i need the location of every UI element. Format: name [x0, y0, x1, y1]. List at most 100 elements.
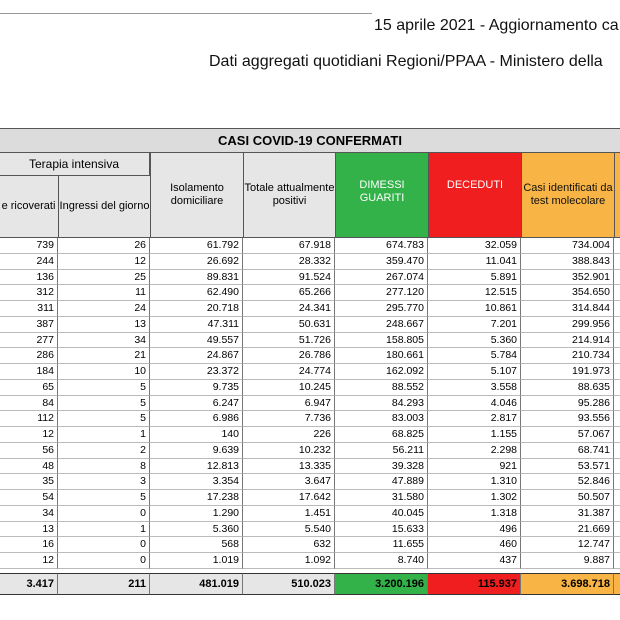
total-cell: 481.019 — [150, 572, 243, 595]
table-cell: 9.887 — [521, 553, 614, 569]
table-cell: 67.918 — [243, 238, 335, 254]
table-cell: 112 — [0, 411, 58, 427]
total-cell: 211 — [58, 572, 150, 595]
table-cell: 57.067 — [521, 427, 614, 443]
table-cell: 65 — [0, 379, 58, 396]
table-cell: 460 — [428, 537, 521, 553]
table-cell: 11.041 — [428, 253, 521, 270]
table-cell: 26.786 — [243, 348, 335, 364]
table-cell: 4.046 — [428, 395, 521, 412]
table-cell: 568 — [150, 537, 243, 553]
table-cell: 277.120 — [335, 285, 428, 301]
table-cell: 12 — [58, 253, 150, 270]
table-cell-edge — [614, 522, 620, 538]
table-cell: 158.805 — [335, 332, 428, 349]
table-cell: 140 — [150, 427, 243, 443]
table-cell: 48 — [0, 458, 58, 475]
table-cell: 1.290 — [150, 505, 243, 522]
table-cell: 5.107 — [428, 364, 521, 380]
table-cell: 3.354 — [150, 474, 243, 490]
table-cell: 20.718 — [150, 301, 243, 317]
table-cell: 12.813 — [150, 458, 243, 475]
table-cell: 295.770 — [335, 301, 428, 317]
group-header: CASI COVID-19 CONFERMATI — [0, 128, 620, 153]
table-cell-edge — [614, 301, 620, 317]
table-cell: 10.232 — [243, 442, 335, 459]
table-cell: 359.470 — [335, 253, 428, 270]
table-cell: 632 — [243, 537, 335, 553]
table-cell: 214.914 — [521, 332, 614, 349]
table-cell: 1.451 — [243, 505, 335, 522]
table-cell: 267.074 — [335, 269, 428, 286]
table-cell: 47.311 — [150, 316, 243, 333]
table-cell: 26 — [58, 238, 150, 254]
table-cell: 24.341 — [243, 301, 335, 317]
table-cell: 354.650 — [521, 285, 614, 301]
table-cell: 5 — [58, 379, 150, 396]
table-cell: 8 — [58, 458, 150, 475]
table-cell: 2 — [58, 442, 150, 459]
table-cell: 93.556 — [521, 411, 614, 427]
table-cell: 3.647 — [243, 474, 335, 490]
table-cell: 13 — [0, 521, 58, 538]
table-cell: 191.973 — [521, 364, 614, 380]
table-cell: 3 — [58, 474, 150, 490]
table-cell: 1 — [58, 521, 150, 538]
table-cell: 28.332 — [243, 253, 335, 270]
table-cell: 31.580 — [335, 490, 428, 506]
table-cell: 6.986 — [150, 411, 243, 427]
table-cell: 299.956 — [521, 316, 614, 333]
table-cell: 62.490 — [150, 285, 243, 301]
table-cell: 210.734 — [521, 348, 614, 364]
total-cell: 510.023 — [243, 572, 335, 595]
table-cell: 50.507 — [521, 490, 614, 506]
rule — [0, 13, 372, 14]
table-cell: 16 — [0, 537, 58, 553]
table-cell: 5.891 — [428, 269, 521, 286]
table-cell: 0 — [58, 553, 150, 569]
table-cell: 2.298 — [428, 442, 521, 459]
table-cell: 734.004 — [521, 238, 614, 254]
table-cell-edge — [614, 254, 620, 270]
table-cell: 15.633 — [335, 521, 428, 538]
table-cell: 0 — [58, 537, 150, 553]
table-cell: 26.692 — [150, 253, 243, 270]
total-cell: 3.417 — [0, 572, 58, 595]
table-cell: 352.901 — [521, 269, 614, 286]
table-cell: 31.387 — [521, 505, 614, 522]
table-cell: 388.843 — [521, 253, 614, 270]
table-cell: 65.266 — [243, 285, 335, 301]
table-cell: 39.328 — [335, 458, 428, 475]
table-cell: 5.360 — [428, 332, 521, 349]
table-cell: 12 — [0, 427, 58, 443]
table-cell: 11 — [58, 285, 150, 301]
table-cell: 56.211 — [335, 442, 428, 459]
table-cell: 162.092 — [335, 364, 428, 380]
table-cell: 68.825 — [335, 427, 428, 443]
table-cell: 53.571 — [521, 458, 614, 475]
table-cell: 921 — [428, 458, 521, 475]
subgroup-header: Terapia intensiva — [0, 152, 150, 176]
table-cell: 7.736 — [243, 411, 335, 427]
table-cell: 12 — [0, 553, 58, 569]
table-cell: 13.335 — [243, 458, 335, 475]
table-cell-edge — [614, 443, 620, 459]
table-cell-edge — [614, 333, 620, 349]
column-header: Totale attualmente positivi — [243, 152, 336, 238]
table-cell: 244 — [0, 253, 58, 270]
table-cell: 56 — [0, 442, 58, 459]
table-cell: 24.774 — [243, 364, 335, 380]
table-cell: 6.247 — [150, 395, 243, 412]
total-cell: 3.200.196 — [335, 572, 428, 595]
table-cell: 23.372 — [150, 364, 243, 380]
table-cell-edge — [614, 427, 620, 443]
table-cell: 0 — [58, 505, 150, 522]
table-cell: 40.045 — [335, 505, 428, 522]
table-cell: 89.831 — [150, 269, 243, 286]
table-cell: 5.540 — [243, 521, 335, 538]
table-cell: 12.747 — [521, 537, 614, 553]
column-header: e ricoverati — [0, 175, 59, 238]
table-cell: 9.639 — [150, 442, 243, 459]
table-cell: 10 — [58, 364, 150, 380]
table-cell: 3.558 — [428, 379, 521, 396]
